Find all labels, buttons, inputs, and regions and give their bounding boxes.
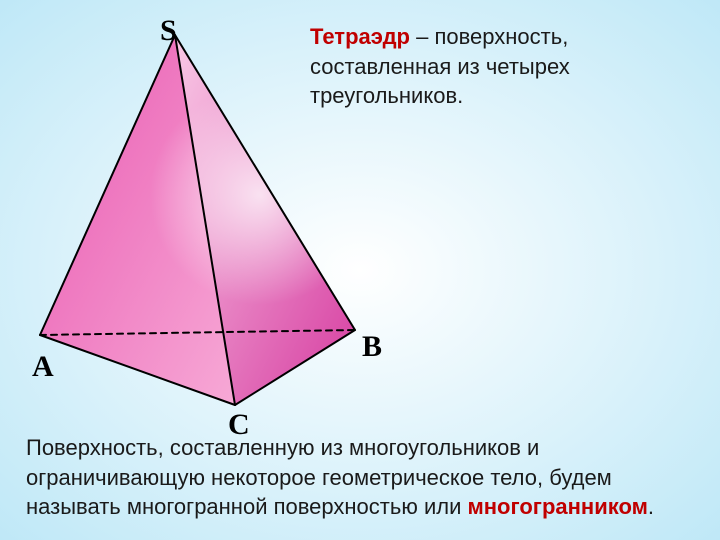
specular-highlight (150, 85, 370, 305)
term-polyhedron: многогранником (467, 494, 647, 519)
definition-polyhedron: Поверхность, составленную из многоугольн… (26, 433, 696, 522)
vertex-label-a: A (32, 350, 54, 384)
definition-tetrahedron: Тетраэдр – поверхность, составленная из … (310, 22, 700, 111)
vertex-label-s: S (160, 14, 177, 48)
definition-polyhedron-post: . (648, 494, 654, 519)
vertex-label-b: B (362, 330, 382, 364)
slide: S A B C Тетраэдр – поверхность, составле… (0, 0, 720, 540)
term-tetrahedron: Тетраэдр (310, 24, 410, 49)
